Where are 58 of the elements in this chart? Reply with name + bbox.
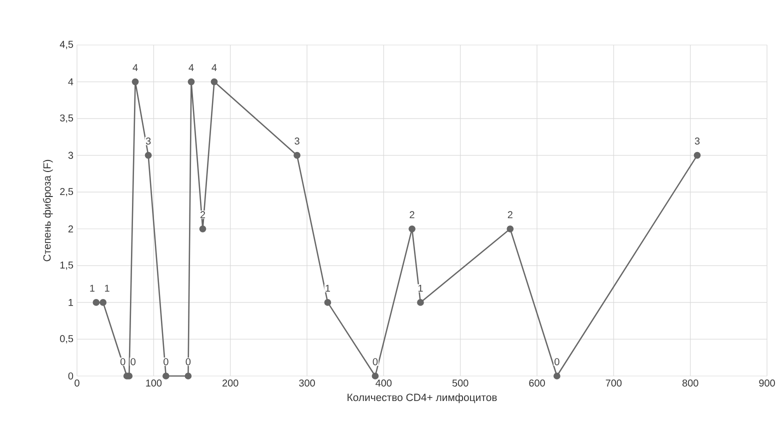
point <box>408 225 416 232</box>
data-label: 0 <box>554 358 560 366</box>
y-tick-label: 1 <box>68 299 73 306</box>
y-tick-label: 0,5 <box>60 335 74 344</box>
point <box>188 78 195 86</box>
data-label: 2 <box>200 211 206 218</box>
y-tick-label: 1,5 <box>60 262 74 270</box>
data-label: 3 <box>694 138 700 145</box>
y-tick-label: 0 <box>68 372 74 380</box>
x-tick-label: 500 <box>452 380 468 387</box>
y-tick-label: 4 <box>68 78 74 86</box>
point <box>199 225 206 232</box>
point <box>372 372 379 380</box>
x-tick-label: 800 <box>682 380 698 387</box>
data-label: 2 <box>508 211 512 218</box>
data-label: 4 <box>212 64 217 72</box>
point <box>553 372 560 380</box>
y-tick-label: 4,5 <box>60 40 74 50</box>
data-label: 3 <box>146 138 151 145</box>
data-label: 1 <box>418 284 423 292</box>
point <box>100 299 107 306</box>
x-tick-label: 300 <box>299 380 315 387</box>
point <box>210 78 218 86</box>
point <box>324 299 332 306</box>
data-label: 2 <box>410 211 414 218</box>
x-axis-title: Количество CD4+ лимфоцитов <box>348 393 497 404</box>
x-tick-label: 0 <box>74 380 80 387</box>
point <box>294 152 300 159</box>
x-tick-label: 200 <box>222 380 238 387</box>
x-tick-label: 400 <box>376 380 392 387</box>
point <box>162 372 170 380</box>
y-axis-title: Степень фиброза (F) <box>42 160 53 262</box>
data-label: 4 <box>132 64 138 72</box>
data-label: 0 <box>372 358 378 366</box>
point <box>184 372 192 380</box>
point <box>694 152 701 159</box>
data-label: 0 <box>130 358 136 366</box>
data-label: 4 <box>188 64 194 72</box>
point <box>506 225 514 232</box>
point <box>144 152 152 159</box>
x-tick-label: 700 <box>606 380 622 387</box>
y-tick-label: 2 <box>68 225 73 232</box>
x-tick-label: 100 <box>146 380 162 387</box>
point <box>132 78 139 86</box>
data-label: 0 <box>120 358 126 366</box>
data-label: 3 <box>294 138 300 145</box>
x-tick-label: 600 <box>529 380 545 387</box>
point <box>92 299 100 306</box>
y-tick-label: 3 <box>68 152 74 159</box>
data-label: 1 <box>90 284 94 292</box>
point <box>417 299 424 306</box>
y-tick-label: 2,5 <box>60 188 74 196</box>
y-tick-label: 3,5 <box>60 114 74 123</box>
data-label: 1 <box>326 284 330 292</box>
x-tick-label: 900 <box>759 380 775 387</box>
data-label: 1 <box>105 284 110 292</box>
data-label: 0 <box>164 358 168 366</box>
data-label: 0 <box>186 358 191 366</box>
